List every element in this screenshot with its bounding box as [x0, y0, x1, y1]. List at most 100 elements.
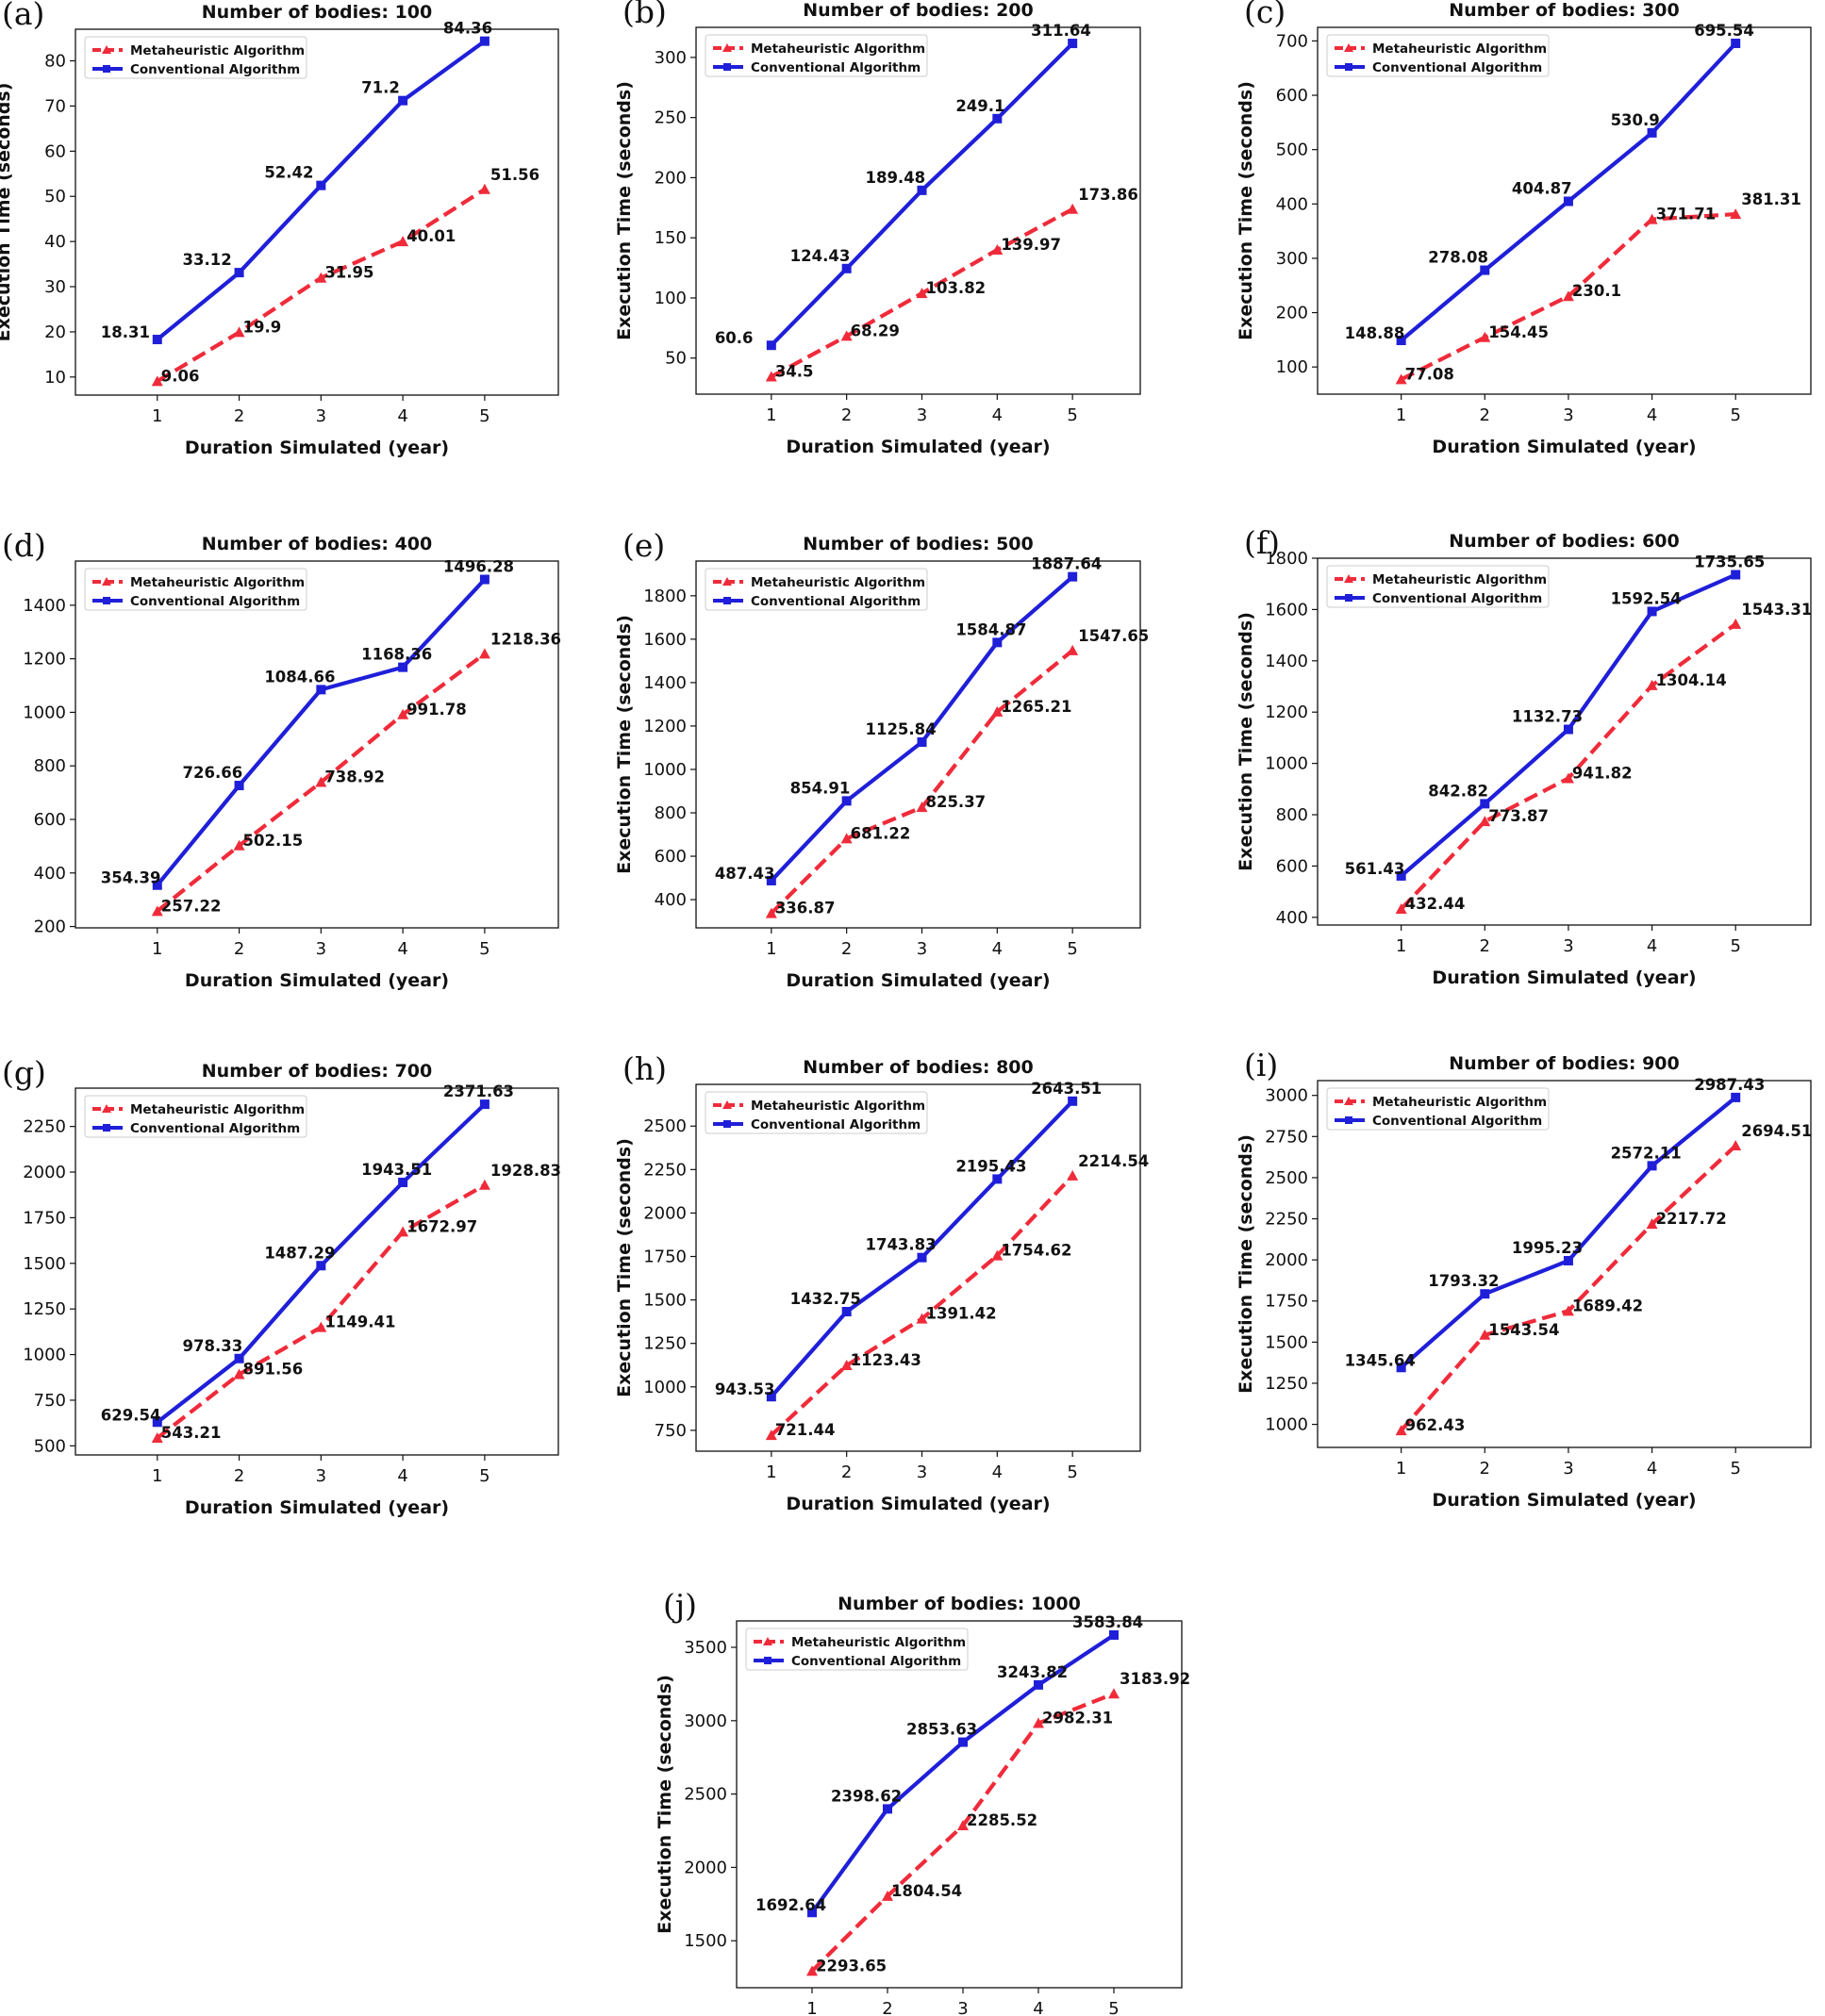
data-label: 154.45 — [1488, 323, 1549, 341]
data-point — [1396, 1363, 1406, 1373]
data-point — [765, 371, 777, 382]
legend-box — [1326, 1087, 1550, 1131]
y-tick-label: 200 — [34, 917, 66, 937]
x-tick-label: 3 — [1563, 936, 1573, 956]
y-tick-label: 1800 — [1265, 549, 1308, 569]
legend-label: Metaheuristic Algorithm — [1372, 1095, 1547, 1110]
data-label: 1689.42 — [1572, 1297, 1643, 1314]
y-tick-label: 1600 — [643, 630, 687, 650]
x-axis-label: Duration Simulated (year) — [786, 437, 1050, 457]
y-tick-label: 1000 — [23, 1346, 66, 1365]
data-label: 257.22 — [161, 897, 222, 915]
data-point — [1647, 127, 1657, 138]
data-label: 1304.14 — [1656, 671, 1727, 689]
x-tick-label: 2 — [841, 939, 852, 959]
y-tick-label: 40 — [44, 232, 66, 252]
x-tick-label: 5 — [1067, 939, 1077, 959]
y-tick-label: 2500 — [684, 1785, 727, 1805]
plot-frame — [1317, 1080, 1812, 1448]
y-axis-label: Execution Time (seconds) — [1236, 1134, 1256, 1394]
legend-marker — [1345, 594, 1352, 602]
data-label: 487.43 — [715, 865, 775, 883]
plot-frame — [695, 26, 1141, 395]
data-point — [1731, 1092, 1741, 1102]
data-point — [397, 236, 409, 247]
y-tick-label: 1400 — [23, 596, 66, 616]
x-tick-label: 5 — [1108, 1999, 1119, 2016]
legend-marker — [102, 45, 111, 54]
data-label: 71.2 — [361, 79, 400, 97]
data-label: 1672.97 — [406, 1217, 477, 1235]
data-point — [479, 36, 489, 46]
data-label: 3183.92 — [1120, 1670, 1190, 1688]
x-tick-label: 1 — [152, 1466, 162, 1486]
data-label: 2694.51 — [1741, 1122, 1812, 1140]
legend-box — [705, 1091, 928, 1134]
panel-letter: (i) — [1244, 1047, 1278, 1083]
x-tick-label: 3 — [917, 405, 927, 425]
data-point — [1647, 1161, 1657, 1171]
data-point — [398, 95, 408, 106]
x-tick-label: 2 — [234, 1466, 244, 1486]
y-tick-label: 300 — [1276, 249, 1308, 269]
x-tick-label: 3 — [316, 406, 326, 426]
data-label: 139.97 — [1001, 236, 1061, 254]
data-point — [234, 268, 244, 278]
data-label: 2214.54 — [1078, 1152, 1149, 1170]
data-point — [991, 705, 1004, 717]
data-label: 103.82 — [925, 279, 986, 297]
data-label: 1735.65 — [1694, 554, 1765, 571]
data-point — [1108, 1688, 1120, 1699]
data-point — [1563, 724, 1573, 735]
x-tick-label: 1 — [766, 939, 776, 959]
y-tick-label: 1250 — [23, 1299, 66, 1319]
data-label: 825.37 — [925, 793, 986, 811]
x-tick-label: 1 — [766, 405, 776, 425]
data-label: 311.64 — [1031, 22, 1091, 40]
data-point — [916, 801, 928, 813]
data-point — [233, 839, 245, 851]
data-label: 189.48 — [865, 169, 925, 187]
data-point — [151, 905, 163, 917]
y-tick-label: 2000 — [1265, 1250, 1308, 1270]
chart-title: Number of bodies: 1000 — [838, 1594, 1081, 1614]
legend: Metaheuristic Algorithm Conventional Algo… — [705, 568, 928, 611]
y-tick-label: 400 — [655, 890, 687, 910]
legend-label: Conventional Algorithm — [1372, 60, 1542, 75]
data-label: 854.91 — [790, 779, 851, 797]
chart-panel-9: (i) Number of bodies: 900 1000 1250 1500 1750… — [1236, 1047, 1812, 1511]
y-tick-label: 1000 — [643, 760, 687, 780]
x-tick-label: 5 — [479, 1466, 489, 1486]
legend-label: Conventional Algorithm — [751, 594, 921, 609]
x-axis-label: Duration Simulated (year) — [185, 970, 449, 991]
series-line — [156, 578, 487, 887]
legend-box — [84, 36, 307, 79]
legend: Metaheuristic Algorithm Conventional Algo… — [1326, 1087, 1550, 1131]
x-tick-label: 2 — [1480, 1459, 1490, 1479]
legend-label: Conventional Algorithm — [751, 60, 921, 75]
x-axis-label: Duration Simulated (year) — [1432, 967, 1696, 988]
data-point — [840, 833, 853, 844]
chart-title: Number of bodies: 500 — [803, 534, 1033, 554]
data-label: 1168.36 — [361, 646, 432, 664]
legend-label: Metaheuristic Algorithm — [751, 575, 925, 590]
y-tick-label: 2000 — [643, 1203, 687, 1223]
data-point — [233, 326, 245, 338]
x-tick-label: 1 — [766, 1462, 776, 1482]
data-point — [882, 1890, 893, 1901]
x-axis-label: Duration Simulated (year) — [786, 1494, 1050, 1514]
data-label: 18.31 — [101, 323, 150, 341]
x-tick-label: 2 — [841, 1462, 852, 1482]
y-tick-label: 1250 — [643, 1334, 687, 1354]
chart-panel-2: (b) Number of bodies: 200 50 100 150 200 250 30… — [614, 0, 1141, 457]
x-tick-label: 2 — [234, 406, 244, 426]
data-label: 1943.51 — [361, 1161, 432, 1179]
y-axis-label: Execution Time (seconds) — [614, 1138, 635, 1397]
y-tick-label: 50 — [665, 349, 687, 369]
y-tick-label: 80 — [44, 52, 66, 72]
legend-marker — [723, 597, 731, 604]
x-tick-label: 4 — [1033, 1999, 1043, 2016]
plot-frame — [75, 560, 559, 929]
data-label: 1887.64 — [1031, 555, 1102, 573]
